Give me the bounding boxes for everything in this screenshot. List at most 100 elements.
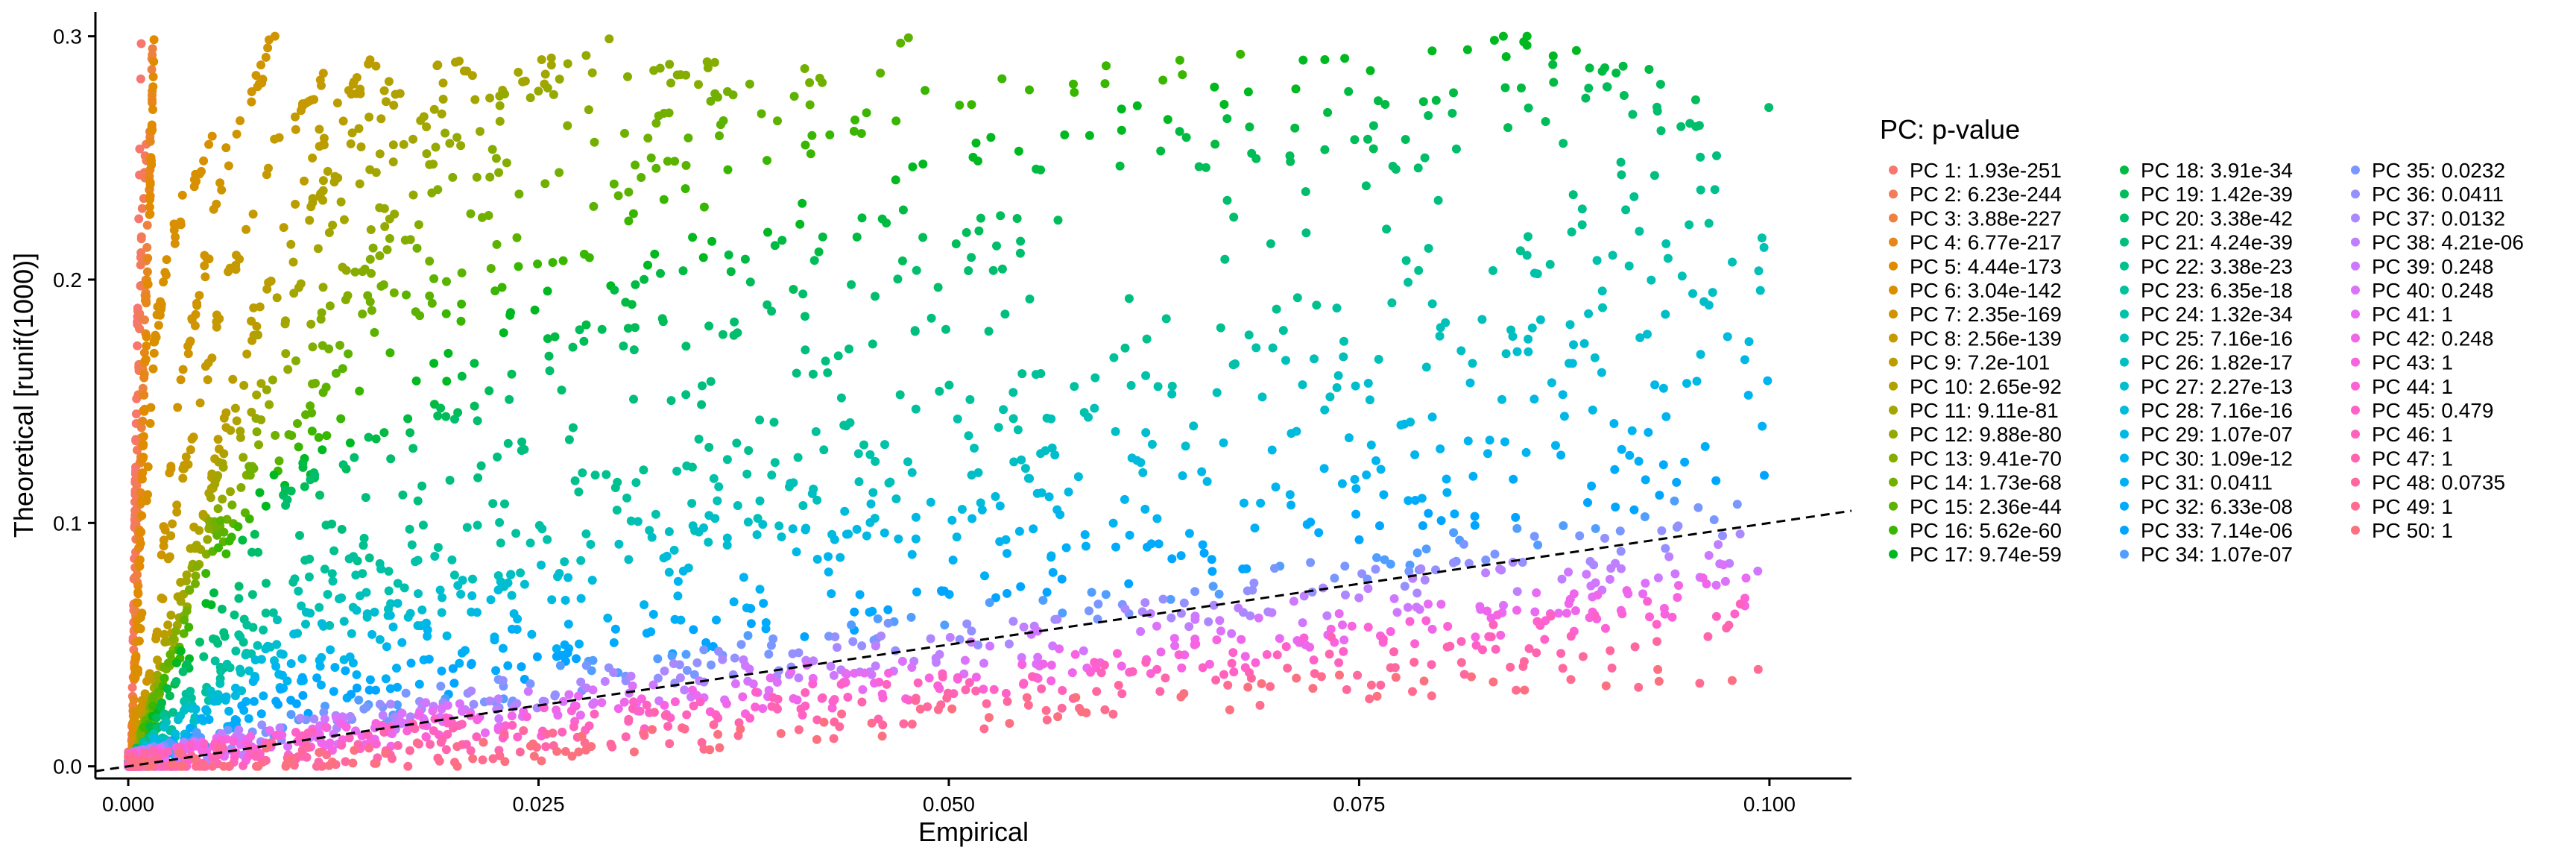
data-point (1417, 494, 1427, 503)
legend-label: PC 14: 1.73e-68 (1910, 471, 2062, 494)
data-point (1483, 449, 1492, 459)
x-tick-label: 0.100 (1743, 793, 1796, 816)
data-point (759, 599, 768, 608)
data-point (1251, 343, 1261, 353)
data-point (1270, 564, 1279, 573)
legend-label: PC 29: 1.07e-07 (2141, 423, 2293, 446)
data-point (1755, 286, 1765, 295)
data-point (1592, 256, 1602, 265)
data-point (139, 348, 149, 357)
data-point (893, 274, 903, 284)
data-point (1532, 648, 1541, 658)
data-point (379, 86, 389, 95)
data-point (1227, 629, 1237, 638)
data-point (912, 265, 921, 275)
data-point (192, 177, 201, 186)
data-point (1017, 660, 1027, 670)
data-point (1546, 611, 1556, 621)
data-point (568, 423, 578, 432)
data-point (1673, 521, 1683, 531)
data-point (1156, 146, 1166, 156)
legend-key (1889, 286, 1898, 295)
data-point (320, 714, 329, 724)
data-point (201, 272, 210, 282)
data-point (647, 532, 657, 542)
legend-key (2120, 333, 2129, 343)
legend-key (1889, 213, 1898, 223)
data-point (537, 55, 546, 64)
data-point (1152, 514, 1162, 523)
data-point (912, 587, 921, 597)
data-point (180, 460, 189, 470)
data-point (1392, 608, 1402, 617)
data-point (623, 72, 632, 81)
data-point (1420, 575, 1430, 585)
data-point (268, 608, 278, 617)
data-point (172, 507, 182, 517)
data-point (441, 128, 450, 138)
legend-item: PC 8: 2.56e-139 (1889, 327, 2062, 350)
data-point (952, 532, 962, 542)
data-point (1342, 685, 1351, 694)
data-point (1090, 403, 1099, 413)
data-point (171, 729, 180, 739)
data-point (422, 122, 432, 132)
data-point (1199, 548, 1209, 558)
legend-label: PC 44: 1 (2372, 375, 2453, 398)
data-point (1214, 589, 1224, 599)
data-point (962, 227, 971, 237)
data-point (230, 610, 239, 620)
data-point (1597, 368, 1606, 377)
data-point (1287, 429, 1296, 438)
data-point (455, 658, 464, 668)
data-point (913, 678, 923, 687)
data-point (1609, 419, 1619, 428)
legend-label: PC 38: 4.21e-06 (2372, 231, 2524, 254)
data-point (1332, 303, 1342, 313)
data-point (1424, 111, 1433, 120)
data-point (1522, 31, 1532, 41)
data-point (812, 495, 822, 505)
data-point (1661, 412, 1671, 421)
data-point (385, 684, 395, 693)
data-point (808, 369, 818, 379)
data-point (1096, 668, 1106, 678)
data-point (1763, 376, 1772, 386)
data-point (1608, 251, 1617, 260)
data-point (1292, 293, 1302, 303)
data-point (1464, 558, 1474, 568)
data-point (199, 739, 209, 749)
data-point (1234, 603, 1243, 613)
data-point (1256, 498, 1266, 508)
data-point (1310, 669, 1319, 679)
data-point (570, 476, 580, 485)
data-point (272, 293, 282, 303)
data-point (807, 130, 817, 140)
data-point (192, 541, 201, 550)
legend-key (2120, 261, 2129, 271)
legend-label: PC 45: 0.479 (2372, 399, 2493, 422)
data-point (219, 527, 229, 537)
data-point (481, 728, 490, 737)
data-point (517, 446, 526, 456)
data-point (1052, 614, 1062, 624)
data-point (494, 168, 504, 177)
data-point (1354, 535, 1364, 544)
data-point (241, 650, 250, 660)
data-point (232, 129, 242, 139)
data-point (1427, 624, 1437, 634)
data-point (640, 274, 649, 284)
data-point (1366, 66, 1375, 75)
data-point (145, 671, 154, 681)
data-point (339, 617, 349, 626)
legend-key (2120, 550, 2129, 559)
data-point (1696, 350, 1705, 359)
data-point (653, 654, 663, 664)
data-point (364, 113, 374, 122)
data-point (883, 605, 893, 614)
data-point (352, 605, 362, 615)
data-point (239, 380, 249, 390)
data-point (507, 711, 517, 721)
data-point (148, 702, 158, 711)
data-point (609, 668, 619, 677)
